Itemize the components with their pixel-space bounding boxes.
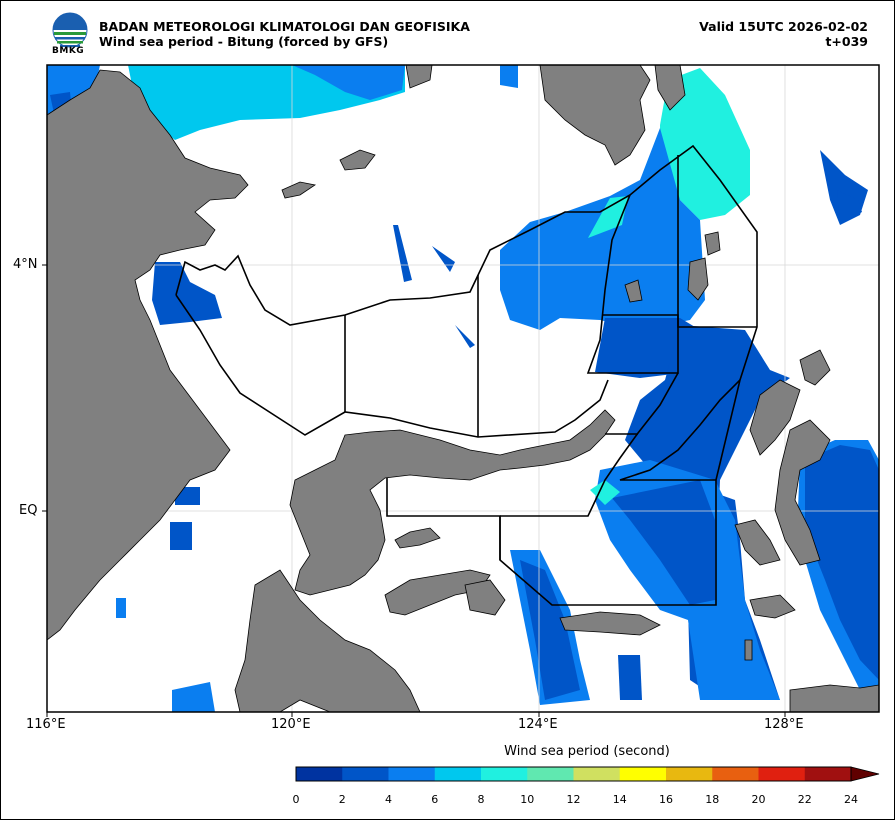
colorbar-tick-label: 2 <box>338 793 346 806</box>
colorbar-tick-label: 10 <box>520 793 535 806</box>
colorbar-segment <box>758 767 806 781</box>
land-island <box>744 639 753 661</box>
colorbar-tick-label: 0 <box>292 793 300 806</box>
map-subtitle: Wind sea period - Bitung (forced by GFS) <box>99 34 389 49</box>
lon-label: 128°E <box>764 717 804 732</box>
shade-4-6 <box>116 598 126 618</box>
graticule <box>47 65 879 712</box>
shade-2-4 <box>805 445 879 680</box>
valid-time: Valid 15UTC 2026-02-02 <box>699 19 868 34</box>
colorbar-segment <box>342 767 389 781</box>
land-seram <box>789 684 879 712</box>
colorbar-outline <box>295 766 852 782</box>
colorbar-segment <box>388 767 436 781</box>
lat-label: 4°N <box>13 257 38 272</box>
zone-line <box>677 155 757 328</box>
shade-8-10 <box>660 68 750 220</box>
org-title: BADAN METEOROLOGI KLIMATOLOGI DAN GEOFIS… <box>99 19 470 34</box>
colorbar-segment <box>804 767 852 781</box>
land-island <box>281 149 376 199</box>
zone-outline <box>175 144 758 606</box>
shade-2-4 <box>618 655 642 700</box>
land-island <box>405 65 433 89</box>
colorbar-tick-label: 18 <box>705 793 720 806</box>
shade-4-6 <box>292 65 405 100</box>
colorbar-segment <box>712 767 759 781</box>
colorbar-segment <box>666 767 713 781</box>
shade-4-6 <box>172 682 215 712</box>
lead-time: t+039 <box>825 34 868 49</box>
zone-line <box>619 379 741 481</box>
shade-8-10 <box>588 196 628 238</box>
forecast-zones <box>175 144 758 606</box>
colorbar-segment <box>481 767 528 781</box>
shade-2-4 <box>625 325 790 700</box>
lat-label: EQ <box>19 503 38 518</box>
colorbar-tick-label: 12 <box>566 793 581 806</box>
land-island <box>734 519 781 566</box>
colorbar-segment <box>527 767 574 781</box>
colorbar-segment <box>619 767 667 781</box>
shade-8-10 <box>590 480 620 505</box>
landmass <box>47 65 879 712</box>
colorbar-segment <box>296 767 343 781</box>
land-togean <box>394 527 441 549</box>
colorbar-tick-label: 20 <box>751 793 766 806</box>
lon-label: 116°E <box>26 717 66 732</box>
colorbar-extend-arrow <box>850 766 880 782</box>
colorbar-tick-label: 4 <box>385 793 392 806</box>
land-island <box>624 231 721 303</box>
zone-line <box>500 372 679 517</box>
axis-ticks <box>42 264 786 717</box>
lon-label: 120°E <box>271 717 311 732</box>
colorbar-segment <box>434 767 482 781</box>
land-mindanao <box>539 65 651 166</box>
colorbar-tick-label: 16 <box>659 793 673 806</box>
land-island <box>654 65 686 111</box>
colorbar-tick-label: 6 <box>431 793 439 806</box>
map-border <box>46 64 880 713</box>
shade-2-4 <box>520 560 580 700</box>
shade-2-4 <box>837 190 862 224</box>
colorbar-tick-label: 8 <box>477 793 485 806</box>
colorbar-tick-label: 22 <box>797 793 812 806</box>
colorbar-tick-label: 24 <box>844 793 858 806</box>
shade-2-4 <box>170 487 200 550</box>
land-banggai <box>464 579 506 616</box>
zone-line <box>175 294 609 438</box>
land-halmahera <box>774 419 831 566</box>
lon-label: 124°E <box>518 717 558 732</box>
colorbar-segment <box>573 767 621 781</box>
land-borneo <box>47 69 249 641</box>
shade-2-4 <box>152 262 222 325</box>
land-sula <box>559 611 661 636</box>
colorbar-tick-label: 14 <box>612 793 627 806</box>
shade-4-6 <box>500 65 518 88</box>
logo-text: BMKG <box>52 46 85 56</box>
bmkg-logo-icon <box>52 12 88 48</box>
land-sulawesi-north <box>289 409 616 596</box>
land-morotai <box>749 379 801 456</box>
land-sulawesi-south <box>234 569 421 712</box>
land-obi <box>749 594 796 619</box>
colorbar-title: Wind sea period (second) <box>504 744 670 759</box>
land-island <box>799 349 831 386</box>
